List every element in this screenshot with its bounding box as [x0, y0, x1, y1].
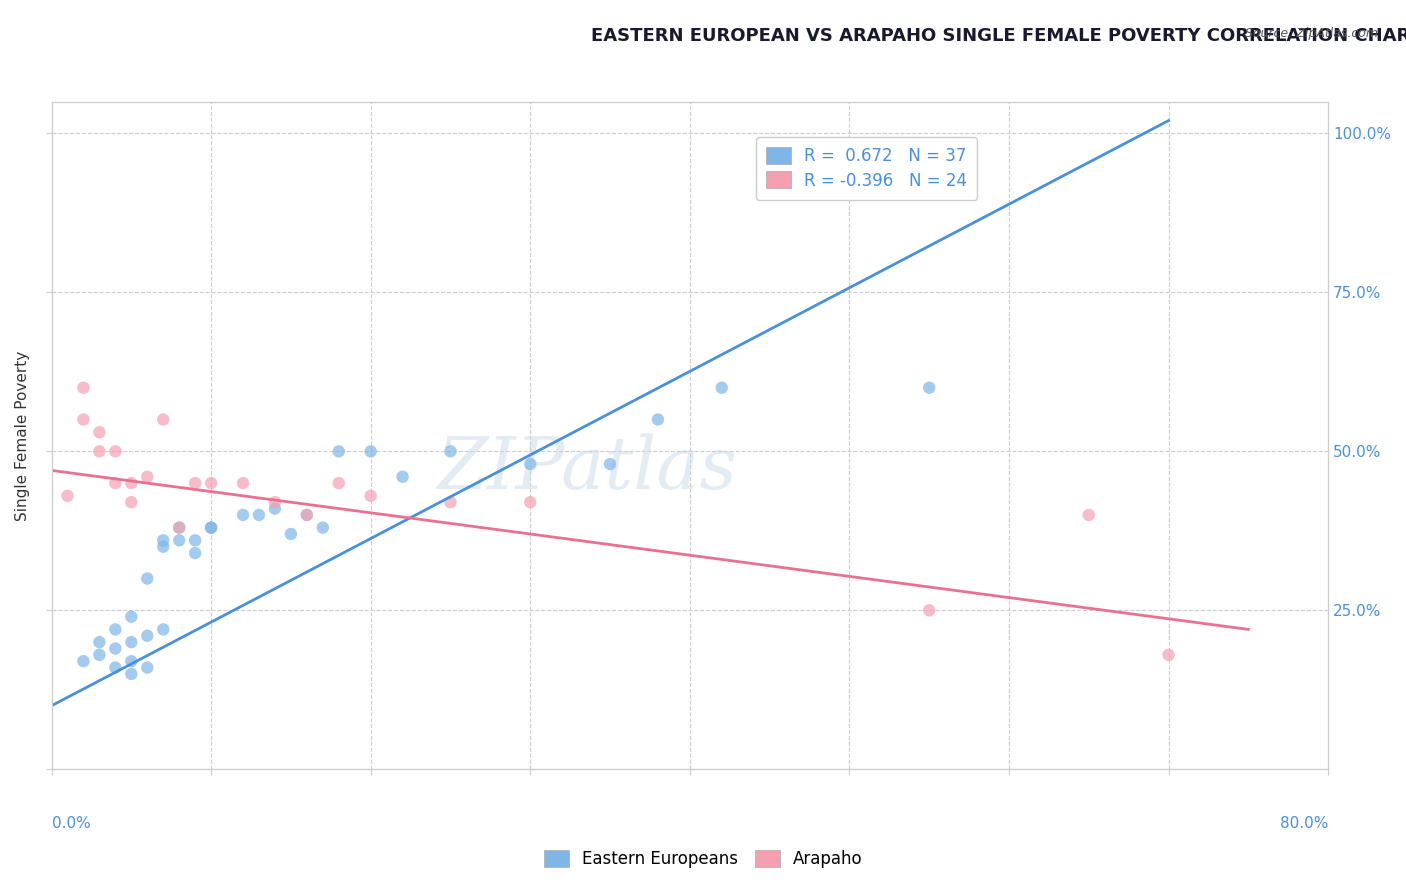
Text: EASTERN EUROPEAN VS ARAPAHO SINGLE FEMALE POVERTY CORRELATION CHART: EASTERN EUROPEAN VS ARAPAHO SINGLE FEMAL…	[591, 27, 1406, 45]
Point	[72, 381, 94, 395]
Point	[264, 495, 287, 509]
Point	[104, 641, 127, 656]
Legend: R =  0.672   N = 37, R = -0.396   N = 24: R = 0.672 N = 37, R = -0.396 N = 24	[755, 136, 977, 200]
Point	[391, 469, 413, 483]
Point	[72, 412, 94, 426]
Point	[184, 476, 207, 491]
Point	[120, 476, 142, 491]
Point	[104, 444, 127, 458]
Point	[280, 527, 302, 541]
Point	[360, 444, 382, 458]
Point	[200, 521, 222, 535]
Point	[104, 660, 127, 674]
Point	[152, 412, 174, 426]
Y-axis label: Single Female Poverty: Single Female Poverty	[15, 351, 30, 521]
Point	[167, 521, 190, 535]
Point	[328, 476, 350, 491]
Text: ZIPatlas: ZIPatlas	[437, 434, 738, 504]
Point	[184, 546, 207, 560]
Point	[295, 508, 318, 522]
Text: 80.0%: 80.0%	[1279, 816, 1329, 831]
Point	[104, 623, 127, 637]
Point	[167, 521, 190, 535]
Point	[232, 476, 254, 491]
Point	[918, 381, 941, 395]
Point	[647, 412, 669, 426]
Point	[200, 476, 222, 491]
Point	[360, 489, 382, 503]
Point	[328, 444, 350, 458]
Point	[120, 654, 142, 668]
Point	[136, 469, 159, 483]
Point	[264, 501, 287, 516]
Point	[89, 648, 111, 662]
Point	[89, 425, 111, 440]
Point	[136, 629, 159, 643]
Point	[136, 660, 159, 674]
Point	[89, 444, 111, 458]
Legend: Eastern Europeans, Arapaho: Eastern Europeans, Arapaho	[537, 843, 869, 875]
Point	[152, 540, 174, 554]
Point	[1157, 648, 1180, 662]
Point	[312, 521, 335, 535]
Point	[519, 457, 541, 471]
Text: 0.0%: 0.0%	[52, 816, 90, 831]
Point	[104, 476, 127, 491]
Point	[1077, 508, 1099, 522]
Point	[918, 603, 941, 617]
Point	[295, 508, 318, 522]
Text: Source: ZipAtlas.com: Source: ZipAtlas.com	[1244, 27, 1378, 40]
Point	[232, 508, 254, 522]
Point	[152, 533, 174, 548]
Point	[167, 533, 190, 548]
Point	[710, 381, 733, 395]
Point	[439, 495, 461, 509]
Point	[56, 489, 79, 503]
Point	[247, 508, 270, 522]
Point	[599, 457, 621, 471]
Point	[72, 654, 94, 668]
Point	[439, 444, 461, 458]
Point	[120, 609, 142, 624]
Point	[120, 635, 142, 649]
Point	[184, 533, 207, 548]
Point	[519, 495, 541, 509]
Point	[136, 572, 159, 586]
Point	[120, 495, 142, 509]
Point	[200, 521, 222, 535]
Point	[89, 635, 111, 649]
Point	[120, 667, 142, 681]
Point	[152, 623, 174, 637]
